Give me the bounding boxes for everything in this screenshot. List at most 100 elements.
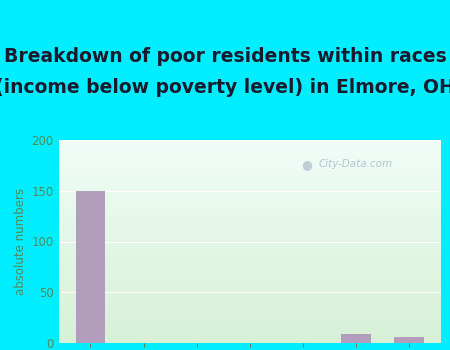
Bar [58, 156, 441, 158]
Bar [58, 278, 441, 280]
Bar [58, 307, 441, 308]
Bar [58, 290, 441, 292]
Bar [58, 313, 441, 315]
Bar [58, 288, 441, 290]
Bar [58, 193, 441, 195]
Bar [58, 244, 441, 246]
Bar [58, 246, 441, 247]
Bar [58, 333, 441, 335]
Bar [58, 302, 441, 304]
Text: City-Data.com: City-Data.com [319, 159, 393, 169]
Bar [58, 148, 441, 150]
Bar [58, 183, 441, 185]
Bar [58, 247, 441, 250]
Bar [58, 274, 441, 276]
Bar [58, 207, 441, 209]
Text: ●: ● [302, 158, 312, 171]
Bar [58, 256, 441, 258]
Bar [58, 318, 441, 321]
Bar [58, 199, 441, 201]
Bar [58, 173, 441, 175]
Bar [58, 310, 441, 313]
Bar [58, 158, 441, 160]
Y-axis label: absolute numbers: absolute numbers [14, 188, 27, 295]
Bar [58, 178, 441, 181]
Bar [58, 227, 441, 229]
Bar [394, 337, 423, 343]
Bar [58, 175, 441, 176]
Bar [58, 223, 441, 225]
Bar [58, 211, 441, 213]
Bar [58, 160, 441, 162]
Bar [58, 292, 441, 294]
Bar [58, 164, 441, 166]
Bar [58, 195, 441, 197]
Bar [58, 209, 441, 211]
Bar [58, 341, 441, 343]
Bar [58, 170, 441, 173]
Bar [58, 144, 441, 146]
Bar [58, 168, 441, 170]
Bar [58, 146, 441, 148]
Bar [58, 286, 441, 288]
Bar [58, 294, 441, 296]
Bar [58, 231, 441, 233]
Bar [58, 321, 441, 323]
Bar [58, 308, 441, 310]
Bar [58, 166, 441, 168]
Bar [58, 219, 441, 221]
Bar [58, 233, 441, 236]
Bar [58, 250, 441, 252]
Bar [58, 337, 441, 339]
Text: Breakdown of poor residents within races: Breakdown of poor residents within races [4, 47, 446, 65]
Bar [58, 176, 441, 178]
Bar [58, 282, 441, 284]
Bar [58, 152, 441, 154]
Bar [58, 339, 441, 341]
Bar [58, 225, 441, 227]
Bar [58, 323, 441, 325]
Bar [58, 191, 441, 193]
Bar [58, 327, 441, 329]
Bar [58, 239, 441, 241]
Bar [58, 237, 441, 239]
Bar [58, 298, 441, 300]
Bar [58, 335, 441, 337]
Bar [58, 162, 441, 164]
Bar [58, 221, 441, 223]
Bar [58, 140, 441, 142]
Bar [58, 331, 441, 333]
Bar [58, 215, 441, 217]
Bar [58, 197, 441, 199]
Bar [58, 315, 441, 317]
Bar [58, 284, 441, 286]
Text: (income below poverty level) in Elmore, OH: (income below poverty level) in Elmore, … [0, 78, 450, 97]
Bar [58, 142, 441, 144]
Bar [58, 213, 441, 215]
Bar [58, 329, 441, 331]
Bar [58, 272, 441, 274]
Bar [58, 229, 441, 231]
Bar [58, 203, 441, 205]
Bar [58, 304, 441, 307]
Bar [58, 187, 441, 189]
Bar [58, 260, 441, 262]
Bar [58, 296, 441, 298]
Bar [58, 189, 441, 191]
Bar [58, 317, 441, 318]
Bar [58, 241, 441, 244]
Bar [58, 270, 441, 272]
Bar [58, 276, 441, 278]
Bar [58, 185, 441, 187]
Bar [58, 266, 441, 268]
Bar [58, 252, 441, 254]
Bar [58, 258, 441, 260]
Bar [58, 280, 441, 282]
Bar [58, 264, 441, 266]
Bar [58, 181, 441, 183]
Bar [58, 201, 441, 203]
Bar [58, 262, 441, 264]
Bar [58, 150, 441, 152]
Bar [58, 205, 441, 207]
Bar [58, 236, 441, 237]
